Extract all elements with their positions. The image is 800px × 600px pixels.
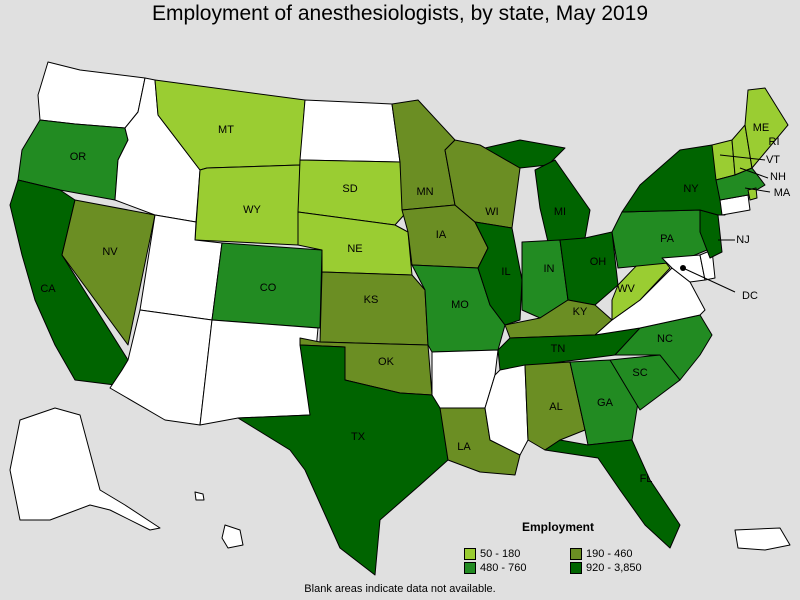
state-VT[interactable] [711,139,736,181]
state-label-MO: MO [451,299,469,311]
legend-swatch-3 [464,562,476,574]
legend-item-2: 190 - 460 [570,548,632,560]
state-label-NY: NY [683,183,699,195]
state-label-RI: RI [769,136,780,148]
state-label-KS: KS [364,294,379,306]
legend-label-2: 190 - 460 [586,548,633,560]
state-label-GA: GA [597,397,614,409]
state-SD[interactable] [297,159,405,226]
state-label-NC: NC [657,333,673,345]
state-OH[interactable] [559,231,619,306]
legend-label-3: 480 - 760 [480,562,527,574]
state-label-AL: AL [549,401,562,413]
state-label-CO: CO [260,282,277,294]
state-label-SD: SD [342,183,357,195]
state-NV[interactable] [61,199,156,346]
legend-title: Employment [522,520,595,534]
state-label-IA: IA [436,229,447,241]
ma-leader [744,187,771,193]
state-TX[interactable] [237,344,449,576]
legend-swatch-4 [570,562,582,574]
state-label-TX: TX [351,431,366,443]
state-KS[interactable] [319,271,429,346]
state-NM[interactable] [199,319,319,426]
legend-item-3: 480 - 760 [464,562,526,574]
state-label-OK: OK [378,356,395,368]
state-label-LA: LA [457,441,471,453]
state-label-TN: TN [551,343,566,355]
state-WA[interactable] [37,61,146,129]
legend-label-4: 920 - 3,850 [586,562,642,574]
state-label-CA: CA [40,283,56,295]
state-label-WI: WI [485,206,498,218]
state-label-MN: MN [416,186,433,198]
nh-leader [739,167,769,179]
state-label-SC: SC [632,367,647,379]
state-label-NV: NV [102,246,118,258]
state-HI-islands[interactable] [194,491,205,501]
legend-swatch-1 [464,548,476,560]
state-AK[interactable] [9,407,161,531]
state-label-MI: MI [554,206,566,218]
state-label-MA: MA [774,187,791,199]
state-label-NE: NE [347,243,362,255]
state-label-OH: OH [590,256,607,268]
state-label-IL: IL [501,266,510,278]
state-label-NJ: NJ [736,234,749,246]
state-NY[interactable] [621,144,726,216]
state-label-KY: KY [573,306,588,318]
legend-item-4: 920 - 3,850 [570,562,642,574]
state-label-OR: OR [70,151,87,163]
state-label-VT: VT [766,154,780,166]
state-RI[interactable] [747,187,758,201]
state-WY[interactable] [194,164,301,246]
state-HI[interactable] [221,524,244,549]
legend-swatch-2 [570,548,582,560]
state-label-NH: NH [770,171,786,183]
legend-label-1: 50 - 180 [480,548,521,560]
state-label-WV: WV [617,283,635,295]
state-label-ME: ME [753,122,770,134]
dc-leader [682,267,736,293]
footnote: Blank areas indicate data not available. [304,583,496,595]
state-label-FL: FL [640,473,653,485]
state-PR[interactable] [734,527,791,551]
state-label-PA: PA [660,233,675,245]
vt-leader [719,154,766,161]
state-label-WY: WY [243,204,261,216]
legend-item-1: 50 - 180 [464,548,520,560]
state-label-IN: IN [544,263,555,275]
state-label-MT: MT [218,124,234,136]
state-ND[interactable] [299,99,401,163]
state-FL[interactable] [544,439,681,549]
state-MI-lower[interactable] [534,159,591,243]
state-ME[interactable] [744,87,789,169]
map-title: Employment of anesthesiologists, by stat… [151,2,649,25]
state-label-DC: DC [742,290,758,302]
